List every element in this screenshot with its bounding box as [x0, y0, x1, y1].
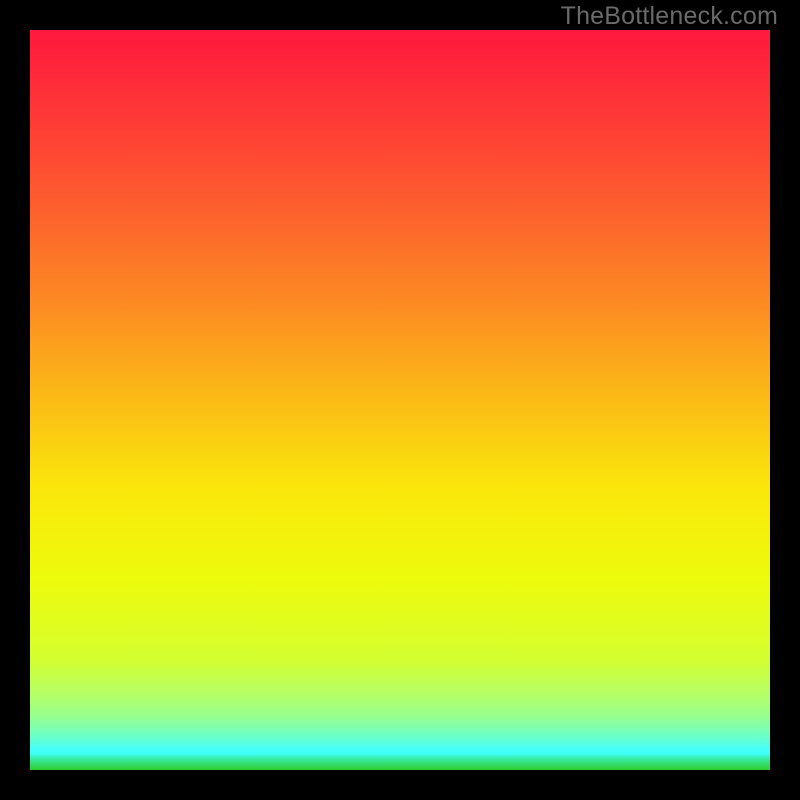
- background-gradient: [30, 30, 770, 770]
- stage: TheBottleneck.com: [0, 0, 800, 800]
- plot-area: [30, 30, 770, 770]
- watermark-text: TheBottleneck.com: [561, 2, 778, 31]
